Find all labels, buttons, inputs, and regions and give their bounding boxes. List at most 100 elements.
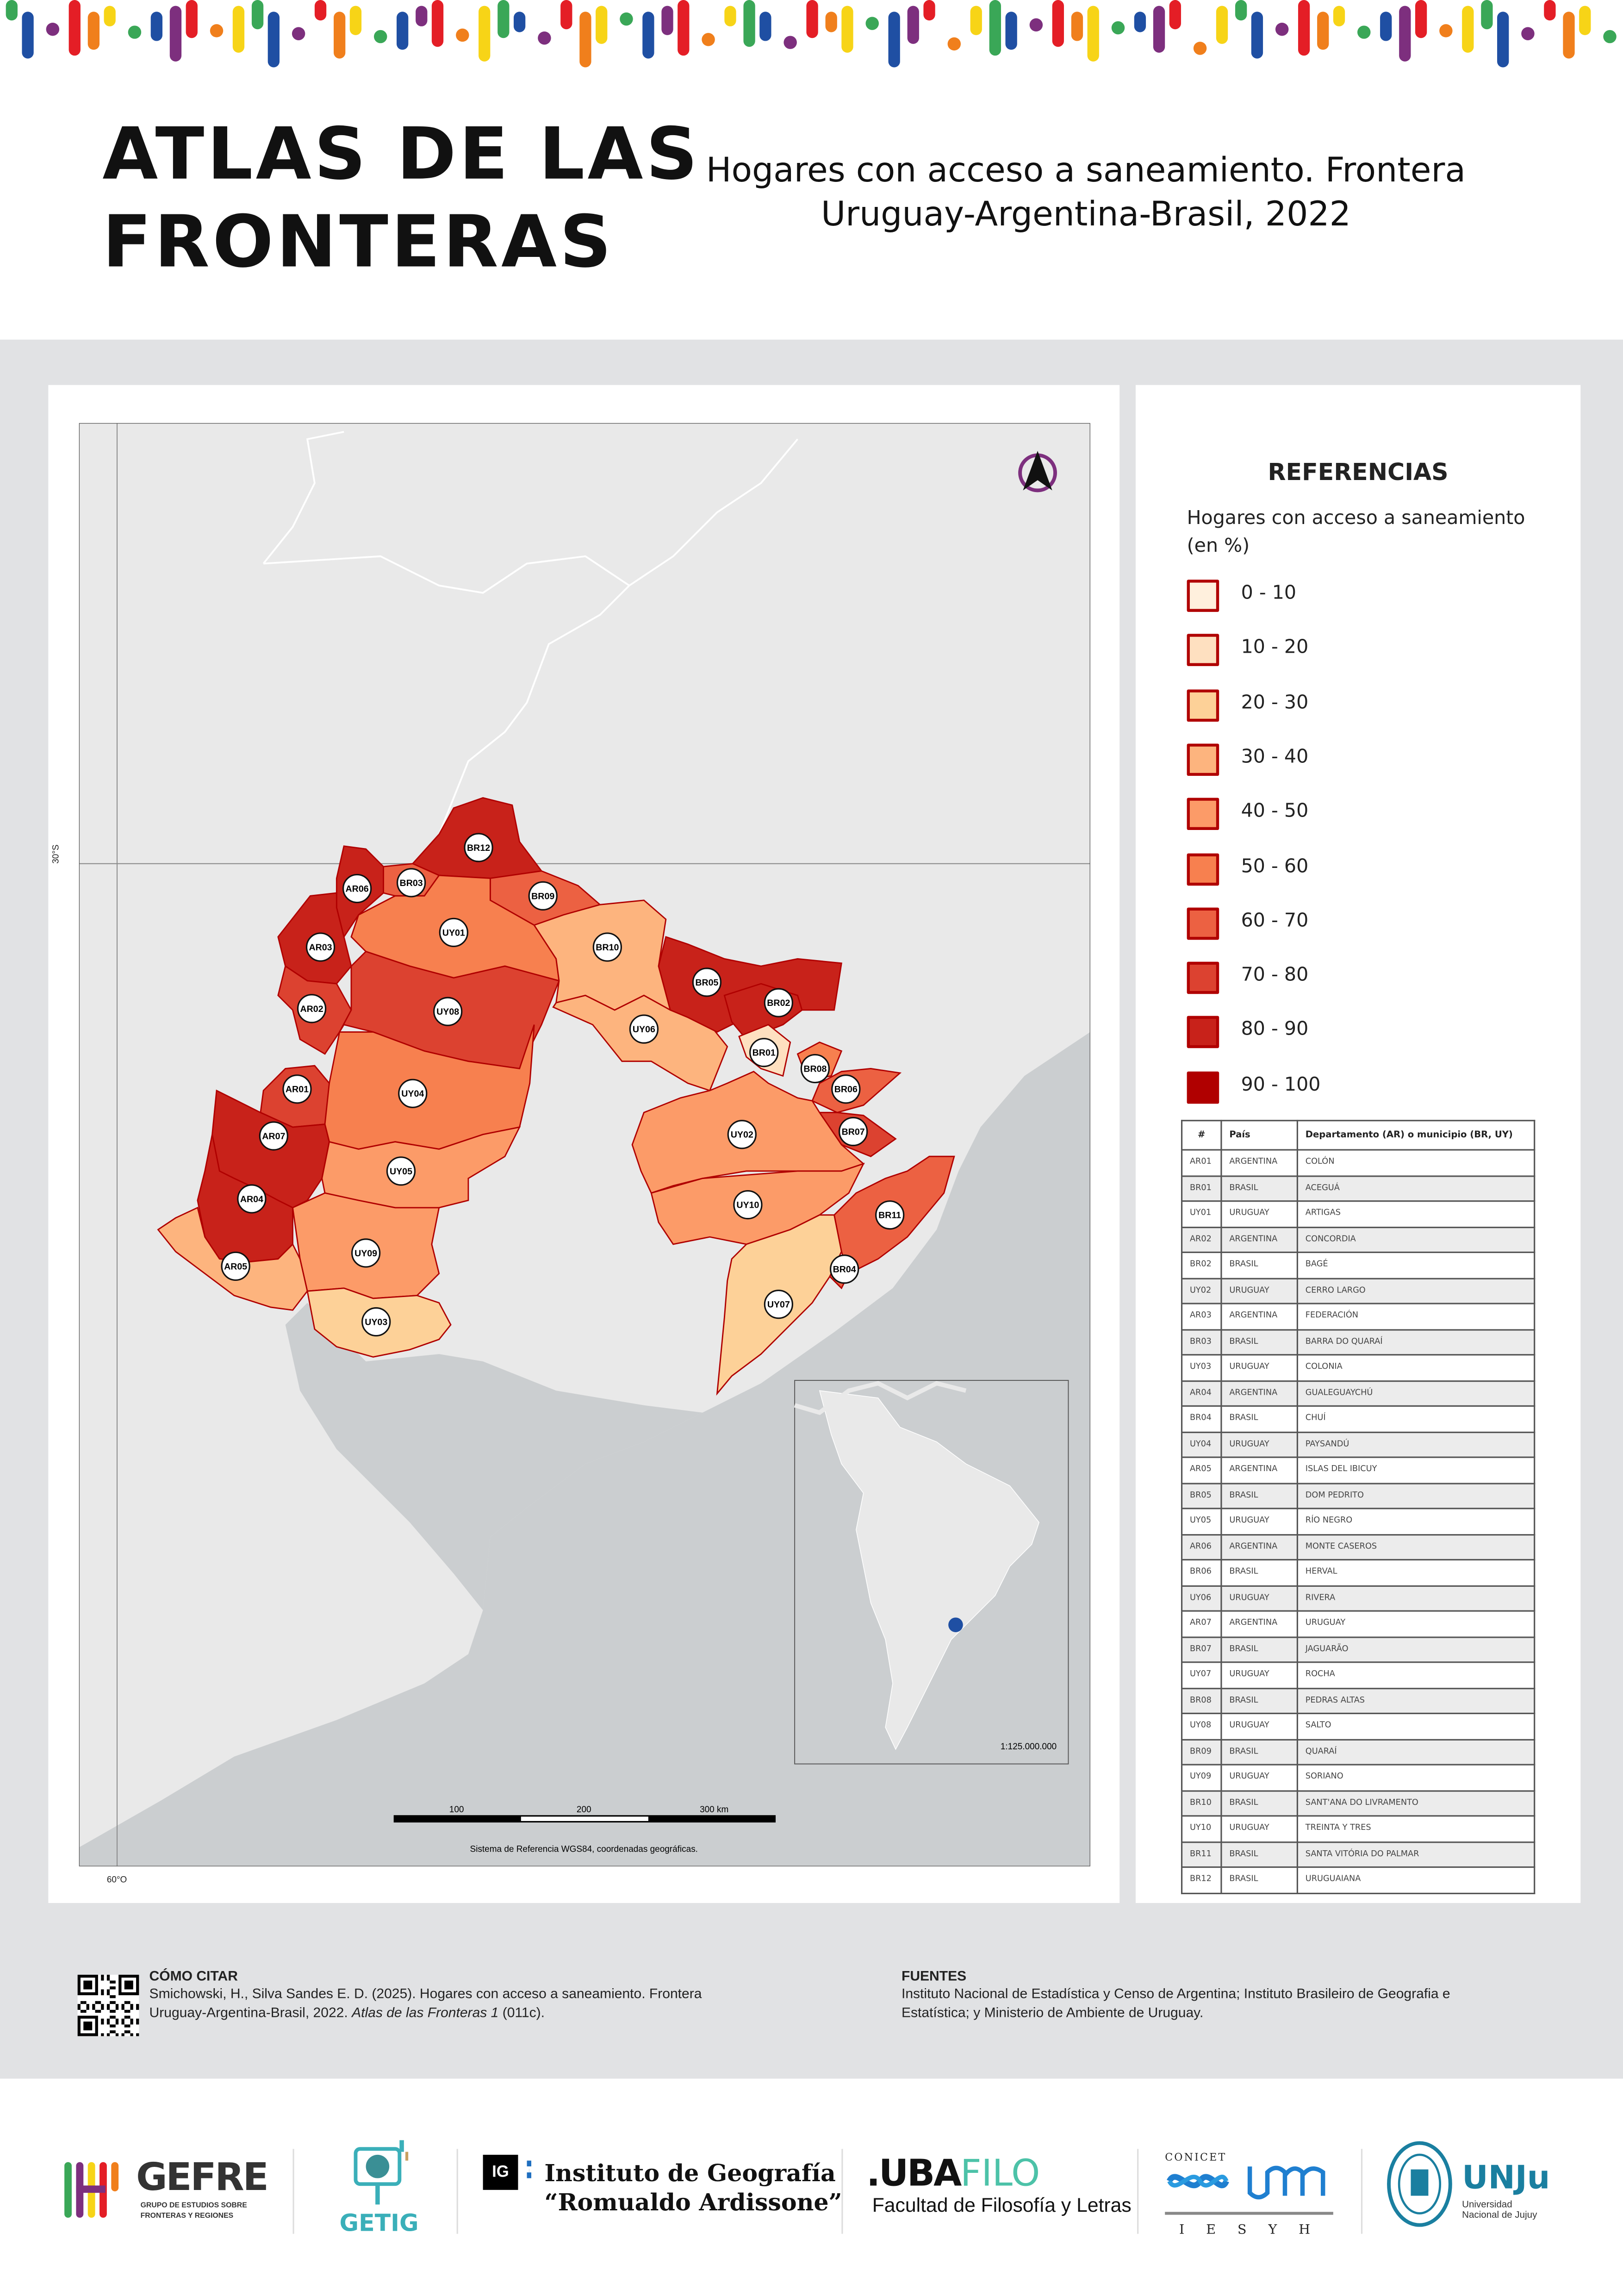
table-row: AR01 ARGENTINA COLÓN [1181,1149,1536,1176]
cell-id: BR08 [1181,1687,1222,1715]
region-label-marker [237,1184,267,1214]
decor-bar [743,0,755,47]
cell-id: AR06 [1181,1533,1222,1560]
legend-subtitle: Hogares con acceso a saneamiento (en %) [1187,508,1525,558]
decor-bar [642,12,654,59]
getig-globe-icon [354,2140,409,2205]
region-label-marker [351,1238,381,1268]
region-label: BR04 [833,1265,856,1275]
decor-dot [292,27,305,40]
region-label: AR01 [286,1085,309,1095]
iesyh-text: I E S Y H [1179,2222,1319,2238]
cell-id: BR03 [1181,1328,1222,1356]
cell-id: BR06 [1181,1559,1222,1586]
cell-country: URUGUAY [1220,1431,1298,1458]
decor-bar [1462,6,1474,53]
cell-country: URUGUAY [1220,1200,1298,1228]
region-label-marker [342,873,372,904]
cell-id: UY02 [1181,1277,1222,1304]
decor-dot [947,37,961,51]
decor-bar [1005,12,1017,50]
filo-subtitle: Facultad de Filosofía y Letras [872,2194,1132,2216]
region-label-marker [727,1120,757,1149]
table-row: BR12 BRASIL URUGUAIANA [1181,1866,1536,1894]
region-label: BR12 [467,843,490,853]
decor-dot [1275,23,1289,36]
region-label-marker [592,932,622,962]
region-label: UY10 [736,1200,759,1210]
decor-bar [431,0,444,47]
decor-bar [1544,0,1556,21]
cell-department: PAYSANDÚ [1296,1431,1536,1458]
decor-bar [232,6,245,53]
citation-text-1: Smichowski, H., Silva Sandes E. D. (2025… [149,1986,702,2003]
title-line-1: ATLAS DE LAS [102,112,701,196]
decor-bar [1317,12,1329,50]
cell-department: HERVAL [1296,1559,1536,1586]
decor-bar [678,0,690,56]
legend-swatch [1187,961,1219,994]
conicet-unam-mark-icon [1167,2165,1325,2200]
region-label: UY07 [767,1300,790,1310]
decor-bar [1380,12,1392,41]
legend-swatch [1187,907,1219,940]
table-row: UY05 URUGUAY RÍO NEGRO [1181,1508,1536,1535]
table-row: BR11 BRASIL SANTA VITÓRIA DO PALMAR [1181,1841,1536,1868]
table-row: UY08 URUGUAY SALTO [1181,1712,1536,1740]
unju-subtitle: Universidad Nacional de Jujuy [1462,2200,1537,2221]
decor-bar [68,0,81,56]
table-row: UY01 URUGUAY ARTIGAS [1181,1200,1536,1228]
region-label-marker [800,1054,830,1084]
cell-country: BRASIL [1220,1789,1298,1817]
scale-tick-200: 200 [577,1805,591,1815]
cell-department: DOM PEDRITO [1296,1482,1536,1510]
cell-country: URUGUAY [1220,1508,1298,1535]
decor-dot [1521,27,1535,40]
region-label-marker [831,1074,861,1104]
decor-dot [784,36,797,49]
decor-bar [396,12,409,50]
subtitle-line-1: Hogares con acceso a saneamiento. Fronte… [706,152,1466,191]
region-label: UY03 [365,1317,387,1328]
decor-bar [1169,0,1181,30]
decor-bar [806,0,818,38]
region-label-marker [439,917,468,948]
conicet-iesyh-logo: CONICET I E S Y H [1165,2152,1333,2238]
table-row: BR01 BRASIL ACEGUÁ [1181,1174,1536,1202]
cell-id: BR02 [1181,1251,1222,1279]
conicet-text: CONICET [1165,2152,1227,2164]
citation-text-2: Uruguay-Argentina-Brasil, 2022. Atlas de… [149,2004,852,2023]
cell-id: AR07 [1181,1610,1222,1637]
choropleth-map[interactable]: BR12 AR06 BR03 BR09 UY01 AR03 AR02 UY08 BR10 UY06… [79,423,1090,1866]
cell-id: AR01 [1181,1149,1222,1176]
cell-id: UY10 [1181,1815,1222,1842]
qr-code-icon[interactable] [77,1974,139,2036]
sources-text-1: Instituto Nacional de Estadística y Cens… [901,1986,1450,2003]
region-label-marker [528,881,558,911]
region-label: BR05 [695,978,718,988]
cell-id: BR12 [1181,1866,1222,1894]
region-label-marker [764,988,793,1017]
cell-department: SORIANO [1296,1764,1536,1791]
region-ar05[interactable] [157,1206,308,1311]
rio-de-la-plata [285,1303,703,1610]
region-label: BR03 [400,878,423,888]
table-row: UY07 URUGUAY ROCHA [1181,1661,1536,1689]
legend-swatch [1187,1071,1219,1104]
decor-dot [1439,24,1453,37]
cell-id: BR10 [1181,1789,1222,1817]
cell-country: ARGENTINA [1220,1533,1298,1560]
north-arrow-icon [1018,450,1057,493]
decor-dot [373,30,387,44]
region-label: BR06 [834,1085,858,1095]
cell-id: UY03 [1181,1354,1222,1381]
cell-department: BARRA DO QUARAÍ [1296,1328,1536,1356]
province-boundaries [262,431,798,835]
sources-text-2: Estatística; y Ministerio de Ambiente de… [901,2005,1204,2022]
cell-country: URUGUAY [1220,1712,1298,1740]
latitude-label: 30°S [52,844,62,864]
decor-bar [334,12,346,59]
cell-country: BRASIL [1220,1559,1298,1586]
filo-text: FILO [960,2152,1040,2195]
cell-department: COLÓN [1296,1149,1536,1176]
